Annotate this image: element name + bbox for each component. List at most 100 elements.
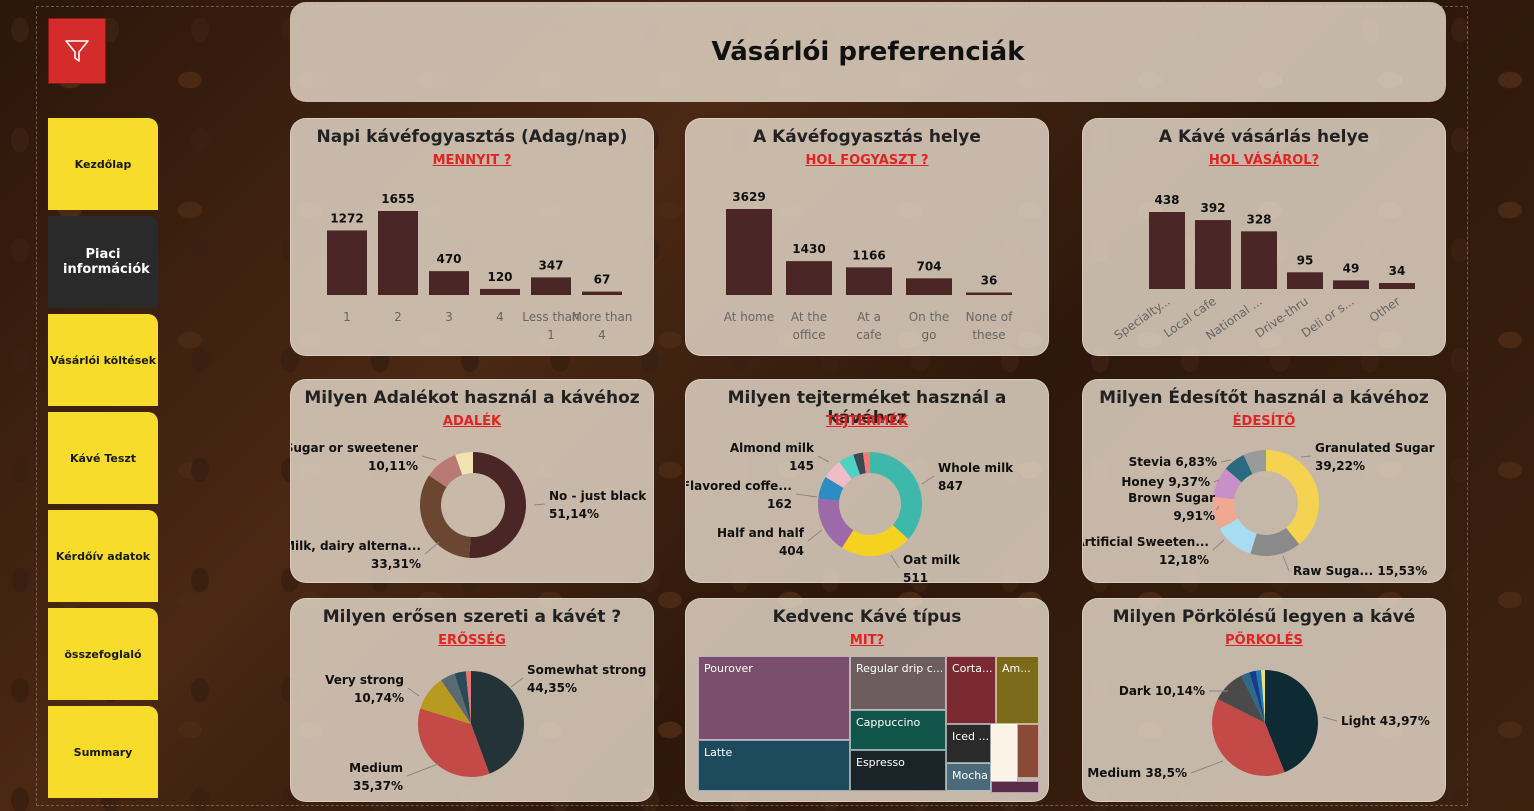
pie-slice	[1212, 699, 1285, 776]
bar	[1333, 280, 1369, 289]
card-where-buy: A Kávé vásárlás helye HOL VÁSÁROL? 438 Sp…	[1082, 118, 1446, 356]
pie-slice	[825, 461, 852, 488]
pie-slice	[1225, 454, 1253, 483]
leader-line	[1220, 459, 1232, 463]
treemap-cell[interactable]: Mocha	[946, 763, 991, 791]
bar	[582, 291, 622, 295]
treemap-cell[interactable]: Am...	[996, 656, 1039, 724]
nav-item-kerdoiv-adatok[interactable]: Kérdőív adatok	[48, 510, 158, 602]
card-strength: Milyen erősen szereti a kávét ? ERŐSSÉG …	[290, 598, 654, 802]
bar-category-label: office	[793, 328, 826, 342]
card-title: A Kávéfogyasztás helye	[753, 127, 981, 147]
card-subtitle: PÖRKOLÉS	[1225, 633, 1303, 648]
leader-line	[510, 677, 524, 688]
nav-item-label: Kezdőlap	[74, 157, 132, 171]
bar-category-label: More than	[572, 310, 633, 324]
bar-category-label: Less than	[522, 310, 579, 324]
pie-value-label: 847	[938, 479, 963, 493]
card-title: Milyen Édesítőt használ a kávéhoz	[1099, 388, 1429, 408]
treemap-cell[interactable]	[991, 724, 1017, 781]
bar-category-label: 3	[445, 310, 453, 324]
card-where-drink: A Kávéfogyasztás helye HOL FOGYASZT ? 36…	[685, 118, 1049, 356]
bar-category-label: Other	[1367, 294, 1403, 325]
leader-line	[807, 529, 823, 542]
nav-item-vasarloi-koltesek[interactable]: Vásárlói költések	[48, 314, 158, 406]
nav-item-label: összefoglaló	[64, 647, 142, 661]
pie-slice	[839, 454, 861, 479]
card-subtitle: HOL FOGYASZT ?	[805, 153, 929, 168]
bar	[378, 211, 418, 295]
bar	[906, 278, 952, 295]
nav-item-kave-teszt[interactable]: Kávé Teszt	[48, 412, 158, 504]
bar-value-label: 438	[1154, 193, 1179, 207]
nav-item-piaci-informaciok[interactable]: Piaci információk	[48, 216, 158, 308]
pie-slice	[465, 671, 471, 724]
card-additives: Milyen Adalékot használ a kávéhoz ADALÉK…	[290, 379, 654, 583]
pie-slice	[420, 680, 471, 724]
leader-line	[1190, 760, 1224, 774]
nav-item-osszefoglalo[interactable]: összefoglaló	[48, 608, 158, 700]
treemap-favorite: Pourover Latte Regular drip c... Cappuccino…	[698, 656, 1039, 793]
pie-chart-strength: Somewhat strong 44,35% Medium 35,37% Very st…	[325, 663, 646, 793]
bar-value-label: 347	[538, 258, 563, 272]
bar	[786, 261, 832, 295]
pie-data-label: Medium 38,5%	[1087, 766, 1187, 780]
treemap-cell[interactable]: Latte	[698, 740, 850, 791]
card-roast: Milyen Pörkölésű legyen a kávé PÖRKOLÉS …	[1082, 598, 1446, 802]
treemap-cell[interactable]: Regular drip c...	[850, 656, 946, 710]
bar-value-label: 392	[1200, 201, 1225, 215]
nav-item-label: Kérdőív adatok	[55, 549, 151, 563]
treemap-cell[interactable]	[991, 781, 1039, 793]
treemap-cell[interactable]: Corta...	[946, 656, 996, 724]
pie-value-label: 35,37%	[353, 779, 403, 793]
pie-value-label: 51,14%	[549, 507, 599, 521]
bar-category-label: At a	[857, 310, 881, 324]
bar-value-label: 34	[1389, 264, 1406, 278]
treemap-cell[interactable]: Espresso	[850, 750, 946, 791]
bar-value-label: 95	[1297, 253, 1314, 267]
pie-value-label: 39,22%	[1315, 459, 1365, 473]
bar-value-label: 704	[916, 259, 941, 273]
bar	[1149, 212, 1185, 289]
bar-category-label: 4	[496, 310, 504, 324]
card-title: Napi kávéfogyasztás (Adag/nap)	[316, 127, 628, 147]
pie-category-label: Half and half	[717, 526, 805, 540]
nav-item-kezdolap[interactable]: Kezdőlap	[48, 118, 158, 210]
filter-button[interactable]	[48, 18, 106, 84]
treemap-cell[interactable]	[1017, 724, 1039, 778]
pie-slice	[1249, 670, 1265, 723]
bar-value-label: 1272	[330, 211, 363, 225]
pie-slice	[1266, 450, 1319, 545]
bar-value-label: 120	[487, 270, 512, 284]
bar-chart-daily: 1272 1 1655 2 470 3 120 4 347 Less than 1 67 More th…	[327, 192, 633, 342]
treemap-cell[interactable]: Iced ...	[946, 724, 991, 763]
pie-data-label: Dark 10,14%	[1119, 684, 1205, 698]
bar	[480, 288, 520, 295]
pie-value-label: 9,91%	[1173, 509, 1215, 523]
pie-category-label: Somewhat strong	[527, 663, 646, 677]
bar-category-label: At the	[791, 310, 827, 324]
pie-data-label: Light 43,97%	[1341, 714, 1430, 728]
pie-data-label: Stevia 6,83%	[1129, 455, 1217, 469]
treemap-cell[interactable]: Cappuccino	[850, 710, 946, 750]
leader-line	[1300, 455, 1312, 458]
nav-item-summary[interactable]: Summary	[48, 706, 158, 798]
bar	[429, 271, 469, 295]
pie-slice	[1213, 468, 1242, 500]
pie-data-label: Honey 9,37%	[1121, 475, 1210, 489]
pie-chart-roast: Light 43,97% Medium 38,5% Dark 10,14%	[1087, 670, 1430, 780]
leader-line	[921, 475, 935, 485]
page-header: Vásárlói preferenciák	[290, 2, 1446, 102]
card-sweetener: Milyen Édesítőt használ a kávéhoz ÉDESÍT…	[1082, 379, 1446, 583]
leader-line	[421, 455, 437, 461]
treemap-cell[interactable]: Pourover	[698, 656, 850, 740]
pie-slice	[441, 673, 471, 724]
pie-slice	[818, 477, 844, 501]
donut-chart-dairy: Whole milk 847 Oat milk 511 Half and half 404…	[686, 441, 1014, 584]
nav-item-label: Summary	[73, 745, 133, 759]
bar-category-label: On the	[909, 310, 950, 324]
bar-category-label: Specialty...	[1112, 294, 1173, 343]
pie-slice	[818, 498, 854, 548]
bar	[327, 230, 367, 295]
